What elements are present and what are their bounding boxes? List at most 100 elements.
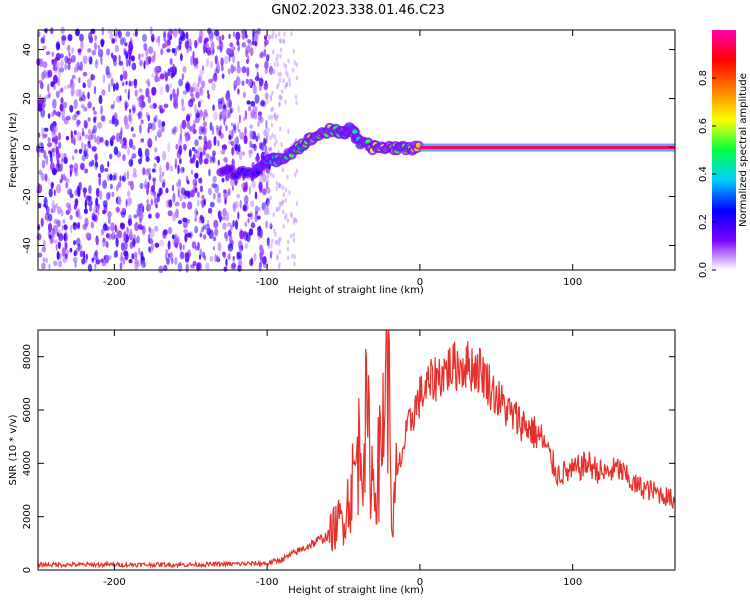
noise-cell	[50, 162, 55, 172]
noise-cell	[45, 206, 50, 216]
noise-cell	[194, 139, 199, 147]
noise-cell	[84, 143, 87, 150]
colorbar-gradient	[712, 30, 736, 270]
noise-cell	[53, 260, 58, 267]
noise-cell	[212, 175, 217, 183]
noise-cell	[104, 240, 108, 247]
noise-cell	[199, 185, 203, 193]
noise-cell	[58, 233, 64, 242]
noise-cell	[264, 92, 269, 100]
noise-cell	[194, 63, 199, 69]
noise-cell	[254, 94, 260, 104]
noise-cell	[88, 144, 92, 149]
noise-cell	[201, 80, 206, 89]
noise-cell	[191, 158, 196, 164]
noise-cell	[273, 62, 277, 68]
noise-cell	[71, 82, 75, 90]
noise-cell	[251, 143, 256, 149]
noise-cell	[173, 93, 178, 104]
noise-cell	[97, 207, 100, 216]
noise-cell	[282, 78, 285, 84]
noise-cell	[109, 33, 114, 41]
noise-cell	[56, 206, 62, 215]
noise-cell	[201, 226, 205, 233]
noise-cell	[276, 84, 279, 90]
noise-cell	[288, 190, 291, 196]
noise-cell	[97, 204, 101, 210]
noise-cell	[41, 126, 45, 137]
noise-cell	[147, 233, 151, 244]
noise-cell	[191, 82, 197, 90]
noise-cell	[63, 232, 69, 243]
noise-cell	[74, 261, 77, 268]
spectrogram-noise	[35, 26, 299, 274]
noise-cell	[284, 215, 287, 221]
noise-cell	[283, 62, 286, 68]
noise-cell	[203, 158, 209, 165]
noise-cell	[160, 48, 164, 56]
y-tick-label: 2000	[22, 504, 33, 529]
noise-cell	[62, 219, 66, 224]
noise-cell	[198, 135, 203, 140]
noise-cell	[232, 185, 234, 191]
noise-cell	[271, 34, 274, 40]
noise-cell	[286, 246, 290, 252]
noise-cell	[39, 81, 44, 90]
noise-cell	[201, 65, 205, 71]
noise-cell	[61, 247, 66, 257]
noise-cell	[105, 192, 111, 201]
noise-cell	[102, 209, 106, 215]
noise-cell	[250, 100, 256, 107]
noise-cell	[206, 219, 210, 227]
noise-cell	[109, 119, 113, 125]
noise-cell	[271, 238, 274, 244]
noise-cell	[239, 199, 242, 209]
noise-cell	[272, 212, 275, 217]
noise-cell	[80, 162, 85, 171]
noise-cell	[287, 128, 290, 134]
noise-cell	[203, 198, 206, 206]
noise-cell	[246, 39, 251, 44]
noise-cell	[90, 28, 96, 35]
noise-cell	[84, 222, 87, 229]
noise-cell	[271, 132, 274, 138]
noise-cell	[74, 149, 78, 154]
noise-cell	[250, 222, 256, 229]
noise-cell	[228, 98, 232, 109]
noise-cell	[237, 252, 242, 259]
noise-cell	[61, 34, 67, 41]
noise-cell	[282, 185, 285, 191]
noise-cell	[257, 215, 261, 220]
noise-cell	[77, 61, 80, 68]
noise-cell	[79, 250, 84, 258]
noise-cell	[166, 257, 170, 265]
noise-cell	[120, 251, 123, 262]
noise-cell	[255, 156, 261, 161]
noise-cell	[189, 125, 193, 132]
noise-cell	[158, 128, 163, 135]
noise-cell	[220, 215, 223, 221]
noise-cell	[292, 232, 296, 238]
noise-cell	[228, 33, 231, 40]
noise-cell	[217, 241, 222, 252]
noise-cell	[265, 220, 268, 229]
noise-cell	[207, 46, 212, 52]
noise-cell	[91, 257, 95, 262]
noise-cell	[123, 143, 128, 150]
noise-cell	[45, 51, 51, 56]
noise-cell	[197, 101, 201, 108]
noise-cell	[49, 27, 54, 35]
spectrogram-signal	[216, 122, 675, 181]
noise-cell	[47, 213, 53, 222]
noise-cell	[120, 222, 125, 230]
noise-cell	[101, 89, 106, 96]
noise-cell	[258, 206, 261, 212]
noise-cell	[40, 108, 46, 118]
colorbar-tick-label: 0.4	[698, 166, 709, 182]
noise-cell	[118, 60, 124, 66]
noise-cell	[140, 251, 144, 260]
noise-cell	[270, 69, 273, 75]
noise-cell	[148, 172, 152, 181]
noise-cell	[291, 253, 294, 259]
noise-cell	[127, 190, 131, 197]
